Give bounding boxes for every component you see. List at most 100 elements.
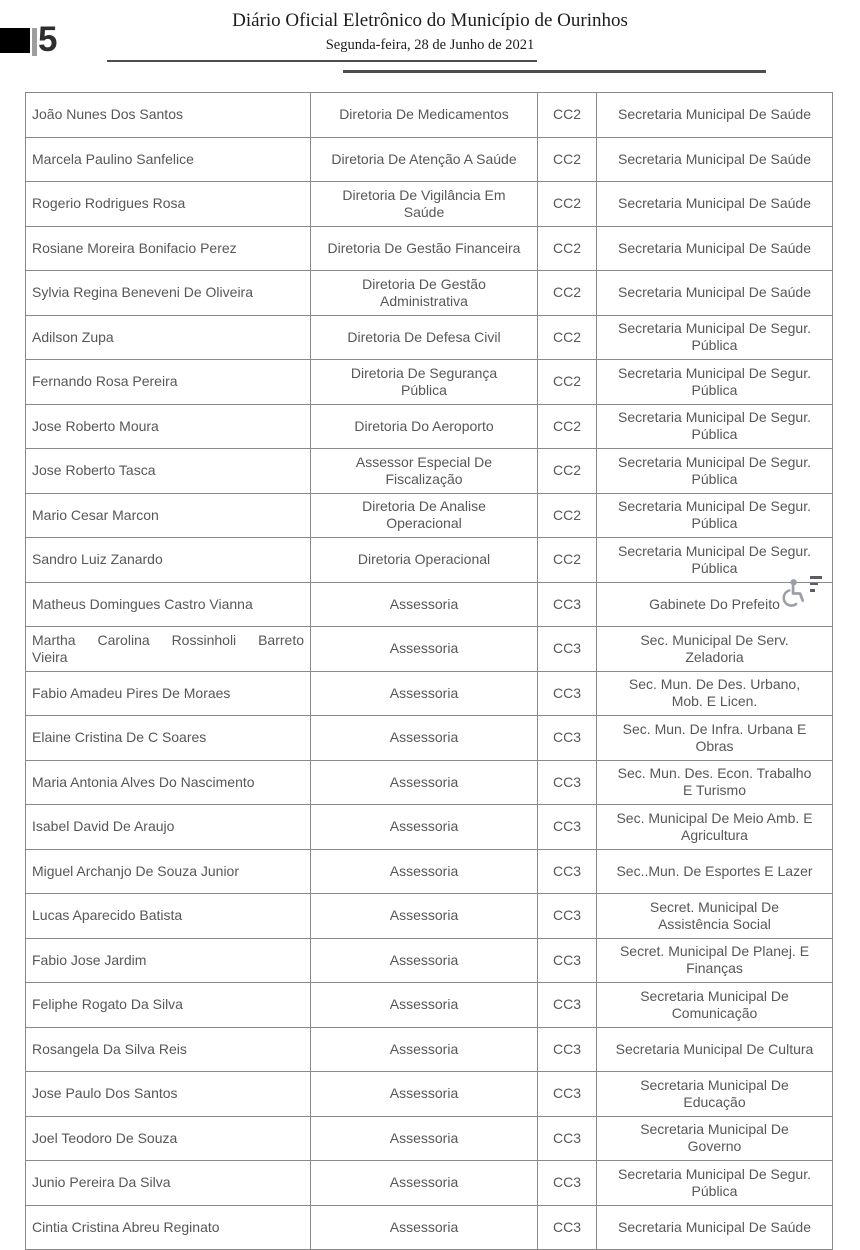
cell-position: Diretoria Operacional xyxy=(310,537,538,583)
cell-position: Diretoria De Medicamentos xyxy=(310,92,538,138)
wheelchair-icon xyxy=(782,579,805,607)
cell-position: Assessoria xyxy=(310,1115,538,1161)
cell-secretariat: Secretaria Municipal De Saúde xyxy=(596,225,833,271)
cell-level: CC3 xyxy=(537,626,597,672)
table-row: Rogerio Rodrigues Rosa Diretoria De Vigi… xyxy=(25,181,833,227)
cell-name: Junio Pereira Da Silva xyxy=(25,1160,311,1206)
cell-name: Rosangela Da Silva Reis xyxy=(25,1026,311,1072)
table-row: João Nunes Dos Santos Diretoria De Medic… xyxy=(25,92,833,138)
appointments-table: João Nunes Dos Santos Diretoria De Medic… xyxy=(25,92,833,1250)
cell-level: CC2 xyxy=(537,403,597,449)
table-row: Cintia Cristina Abreu Reginato Assessori… xyxy=(25,1204,833,1250)
cell-secretariat: Secretaria Municipal De Segur. Pública xyxy=(596,537,833,583)
cell-name: Jose Paulo Dos Santos xyxy=(25,1071,311,1117)
table-row: Elaine Cristina De C Soares Assessoria C… xyxy=(25,715,833,761)
cell-name: Jose Roberto Moura xyxy=(25,403,311,449)
cell-name: Mario Cesar Marcon xyxy=(25,492,311,538)
cell-secretariat: Sec. Mun. De Infra. Urbana E Obras xyxy=(596,715,833,761)
cell-secretariat: Secretaria Municipal De Segur. Pública xyxy=(596,492,833,538)
cell-name: Miguel Archanjo De Souza Junior xyxy=(25,848,311,894)
cell-position: Assessoria xyxy=(310,982,538,1028)
cell-secretariat: Secretaria Municipal De Segur. Pública xyxy=(596,1160,833,1206)
cell-secretariat: Sec. Municipal De Serv. Zeladoria xyxy=(596,626,833,672)
cell-secretariat: Secret. Municipal De Assistência Social xyxy=(596,893,833,939)
table-row: Fabio Amadeu Pires De Moraes Assessoria … xyxy=(25,670,833,716)
cell-position: Assessoria xyxy=(310,1071,538,1117)
cell-name: Sylvia Regina Beneveni De Oliveira xyxy=(25,270,311,316)
cell-name: Adilson Zupa xyxy=(25,314,311,360)
header-rule-right xyxy=(343,70,766,73)
text-lines-icon xyxy=(810,576,822,596)
table-row: Lucas Aparecido Batista Assessoria CC3 S… xyxy=(25,893,833,939)
table-row: Adilson Zupa Diretoria De Defesa Civil C… xyxy=(25,314,833,360)
table-row: Sylvia Regina Beneveni De Oliveira Diret… xyxy=(25,270,833,316)
cell-level: CC3 xyxy=(537,848,597,894)
cell-secretariat: Secret. Municipal De Planej. E Finanças xyxy=(596,937,833,983)
cell-level: CC2 xyxy=(537,92,597,138)
cell-level: CC3 xyxy=(537,670,597,716)
cell-name: Lucas Aparecido Batista xyxy=(25,893,311,939)
cell-position: Diretoria De Gestão Financeira xyxy=(310,225,538,271)
cell-secretariat: Secretaria Municipal De Saúde xyxy=(596,1204,833,1250)
cell-name: Fernando Rosa Pereira xyxy=(25,359,311,405)
cell-secretariat: Sec. Municipal De Meio Amb. E Agricultura xyxy=(596,804,833,850)
header-rule-left xyxy=(107,60,537,62)
cell-position: Assessoria xyxy=(310,626,538,672)
cell-level: CC2 xyxy=(537,492,597,538)
cell-name: Isabel David De Araujo xyxy=(25,804,311,850)
page-corner-bar xyxy=(32,28,37,56)
cell-level: CC2 xyxy=(537,136,597,182)
cell-position: Diretoria De Segurança Pública xyxy=(310,359,538,405)
table-row: Sandro Luiz Zanardo Diretoria Operaciona… xyxy=(25,537,833,583)
cell-position: Assessoria xyxy=(310,759,538,805)
cell-secretariat: Secretaria Municipal De Saúde xyxy=(596,270,833,316)
cell-level: CC3 xyxy=(537,1071,597,1117)
table-row: Isabel David De Araujo Assessoria CC3 Se… xyxy=(25,804,833,850)
cell-secretariat: Secretaria Municipal De Comunicação xyxy=(596,982,833,1028)
cell-name: Fabio Amadeu Pires De Moraes xyxy=(25,670,311,716)
cell-name: Jose Roberto Tasca xyxy=(25,448,311,494)
cell-position: Assessoria xyxy=(310,804,538,850)
accessibility-widget[interactable] xyxy=(779,574,831,612)
table-row: Marcela Paulino Sanfelice Diretoria De A… xyxy=(25,136,833,182)
cell-secretariat: Secretaria Municipal De Saúde xyxy=(596,136,833,182)
table-row: Miguel Archanjo De Souza Junior Assessor… xyxy=(25,848,833,894)
table-row: Feliphe Rogato Da Silva Assessoria CC3 S… xyxy=(25,982,833,1028)
cell-level: CC3 xyxy=(537,581,597,627)
cell-name: João Nunes Dos Santos xyxy=(25,92,311,138)
table-row: Rosangela Da Silva Reis Assessoria CC3 S… xyxy=(25,1026,833,1072)
cell-position: Diretoria Do Aeroporto xyxy=(310,403,538,449)
cell-secretariat: Secretaria Municipal De Segur. Pública xyxy=(596,403,833,449)
cell-level: CC2 xyxy=(537,314,597,360)
cell-secretariat: Sec..Mun. De Esportes E Lazer xyxy=(596,848,833,894)
cell-secretariat: Sec. Mun. De Des. Urbano, Mob. E Licen. xyxy=(596,670,833,716)
cell-level: CC2 xyxy=(537,225,597,271)
table-row: Junio Pereira Da Silva Assessoria CC3 Se… xyxy=(25,1160,833,1206)
cell-level: CC3 xyxy=(537,759,597,805)
table-row: Fabio Jose Jardim Assessoria CC3 Secret.… xyxy=(25,937,833,983)
page-corner-mark xyxy=(0,28,30,53)
cell-secretariat: Sec. Mun. Des. Econ. Trabalho E Turismo xyxy=(596,759,833,805)
cell-secretariat: Secretaria Municipal De Segur. Pública xyxy=(596,359,833,405)
table-row: Mario Cesar Marcon Diretoria De Analise O… xyxy=(25,492,833,538)
cell-position: Diretoria De Vigilância Em Saúde xyxy=(310,181,538,227)
table-row: Jose Paulo Dos Santos Assessoria CC3 Sec… xyxy=(25,1071,833,1117)
cell-secretariat: Secretaria Municipal De Segur. Pública xyxy=(596,448,833,494)
cell-position: Assessoria xyxy=(310,715,538,761)
cell-secretariat: Secretaria Municipal De Educação xyxy=(596,1071,833,1117)
cell-level: CC3 xyxy=(537,1204,597,1250)
cell-level: CC3 xyxy=(537,715,597,761)
cell-position: Diretoria De Gestão Administrativa xyxy=(310,270,538,316)
cell-name: Rogerio Rodrigues Rosa xyxy=(25,181,311,227)
table-row: Maria Antonia Alves Do Nascimento Assess… xyxy=(25,759,833,805)
cell-level: CC3 xyxy=(537,982,597,1028)
cell-position: Assessoria xyxy=(310,1204,538,1250)
cell-level: CC3 xyxy=(537,1160,597,1206)
cell-level: CC2 xyxy=(537,181,597,227)
cell-name: Joel Teodoro De Souza xyxy=(25,1115,311,1161)
table-row: Rosiane Moreira Bonifacio Perez Diretori… xyxy=(25,225,833,271)
cell-secretariat: Secretaria Municipal De Governo xyxy=(596,1115,833,1161)
cell-level: CC2 xyxy=(537,270,597,316)
cell-position: Diretoria De Defesa Civil xyxy=(310,314,538,360)
cell-name: Elaine Cristina De C Soares xyxy=(25,715,311,761)
